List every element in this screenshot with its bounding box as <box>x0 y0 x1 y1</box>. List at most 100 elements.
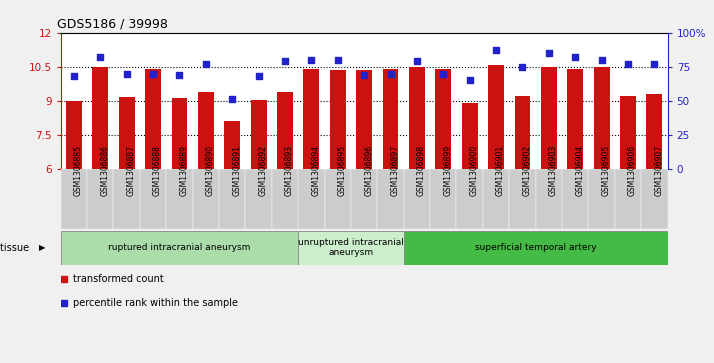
Text: ▶: ▶ <box>39 243 46 252</box>
Point <box>623 61 634 67</box>
Text: GSM1306896: GSM1306896 <box>364 145 373 196</box>
Bar <box>620 96 636 169</box>
Text: percentile rank within the sample: percentile rank within the sample <box>73 298 238 307</box>
Text: GSM1306897: GSM1306897 <box>391 145 400 196</box>
Text: transformed count: transformed count <box>73 274 164 284</box>
Text: superficial temporal artery: superficial temporal artery <box>475 243 596 252</box>
Bar <box>298 231 403 265</box>
Text: GSM1306898: GSM1306898 <box>417 145 426 196</box>
Bar <box>515 96 531 169</box>
Text: GSM1306907: GSM1306907 <box>655 145 663 196</box>
Bar <box>171 98 187 169</box>
Bar <box>409 68 425 169</box>
Text: GSM1306904: GSM1306904 <box>575 145 584 196</box>
Bar <box>251 100 266 169</box>
Bar <box>403 231 668 265</box>
Bar <box>114 169 140 229</box>
Point <box>411 58 423 64</box>
Bar <box>377 169 403 229</box>
Bar <box>541 68 557 169</box>
Point <box>491 48 502 53</box>
Bar <box>219 169 246 229</box>
Bar <box>462 102 478 169</box>
Point <box>121 70 132 77</box>
Point <box>332 57 343 63</box>
Text: GSM1306906: GSM1306906 <box>628 145 637 196</box>
Text: GSM1306885: GSM1306885 <box>74 145 83 196</box>
Bar <box>356 70 372 169</box>
Bar <box>615 169 641 229</box>
Bar <box>646 94 663 169</box>
Text: GSM1306902: GSM1306902 <box>523 145 531 196</box>
Text: unruptured intracranial
aneurysm: unruptured intracranial aneurysm <box>298 238 404 257</box>
Text: GDS5186 / 39998: GDS5186 / 39998 <box>57 18 168 31</box>
Bar <box>224 121 240 169</box>
Text: GSM1306892: GSM1306892 <box>258 145 268 196</box>
Bar <box>562 169 588 229</box>
Bar <box>351 169 377 229</box>
Bar <box>145 69 161 169</box>
Bar <box>430 169 456 229</box>
Point <box>596 57 608 63</box>
Text: GSM1306893: GSM1306893 <box>285 145 294 196</box>
Text: GSM1306905: GSM1306905 <box>602 145 610 196</box>
Text: GSM1306899: GSM1306899 <box>443 145 452 196</box>
Bar <box>198 92 213 169</box>
Text: GSM1306894: GSM1306894 <box>311 145 321 196</box>
Bar <box>383 69 398 169</box>
Bar <box>61 231 298 265</box>
Point <box>68 73 79 79</box>
Text: GSM1306901: GSM1306901 <box>496 145 505 196</box>
Bar <box>140 169 166 229</box>
Bar <box>166 169 193 229</box>
Text: GSM1306891: GSM1306891 <box>232 145 241 196</box>
Bar <box>66 101 82 169</box>
Point <box>174 72 185 78</box>
Point <box>306 57 317 63</box>
Point <box>438 70 449 77</box>
Point <box>649 61 660 67</box>
Bar <box>272 169 298 229</box>
Bar <box>246 169 272 229</box>
Bar <box>119 97 134 169</box>
Bar <box>509 169 536 229</box>
Bar <box>303 69 319 169</box>
Point <box>94 54 106 60</box>
Bar <box>92 67 109 169</box>
Bar <box>436 69 451 169</box>
Bar <box>568 69 583 169</box>
Text: GSM1306895: GSM1306895 <box>338 145 347 196</box>
Text: tissue: tissue <box>0 243 32 253</box>
Bar <box>330 70 346 169</box>
Bar <box>325 169 351 229</box>
Point <box>226 97 238 102</box>
Bar <box>456 169 483 229</box>
Bar <box>193 169 219 229</box>
Bar <box>594 67 610 169</box>
Point <box>464 77 476 83</box>
Text: GSM1306903: GSM1306903 <box>549 145 558 196</box>
Bar <box>483 169 509 229</box>
Point <box>200 61 211 67</box>
Point <box>517 64 528 70</box>
Bar <box>277 92 293 169</box>
Text: GSM1306890: GSM1306890 <box>206 145 215 196</box>
Bar <box>536 169 562 229</box>
Bar <box>61 169 87 229</box>
Text: GSM1306888: GSM1306888 <box>153 145 162 196</box>
Text: GSM1306887: GSM1306887 <box>126 145 136 196</box>
Point <box>147 70 159 77</box>
Point <box>253 73 264 79</box>
Text: GSM1306886: GSM1306886 <box>100 145 109 196</box>
Text: GSM1306900: GSM1306900 <box>470 145 478 196</box>
Bar <box>588 169 615 229</box>
Text: GSM1306889: GSM1306889 <box>179 145 188 196</box>
Text: ruptured intracranial aneurysm: ruptured intracranial aneurysm <box>109 243 251 252</box>
Bar <box>87 169 114 229</box>
Point <box>543 50 555 56</box>
Point <box>279 58 291 64</box>
Bar <box>641 169 668 229</box>
Point <box>358 72 370 78</box>
Bar <box>298 169 325 229</box>
Point <box>570 54 581 60</box>
